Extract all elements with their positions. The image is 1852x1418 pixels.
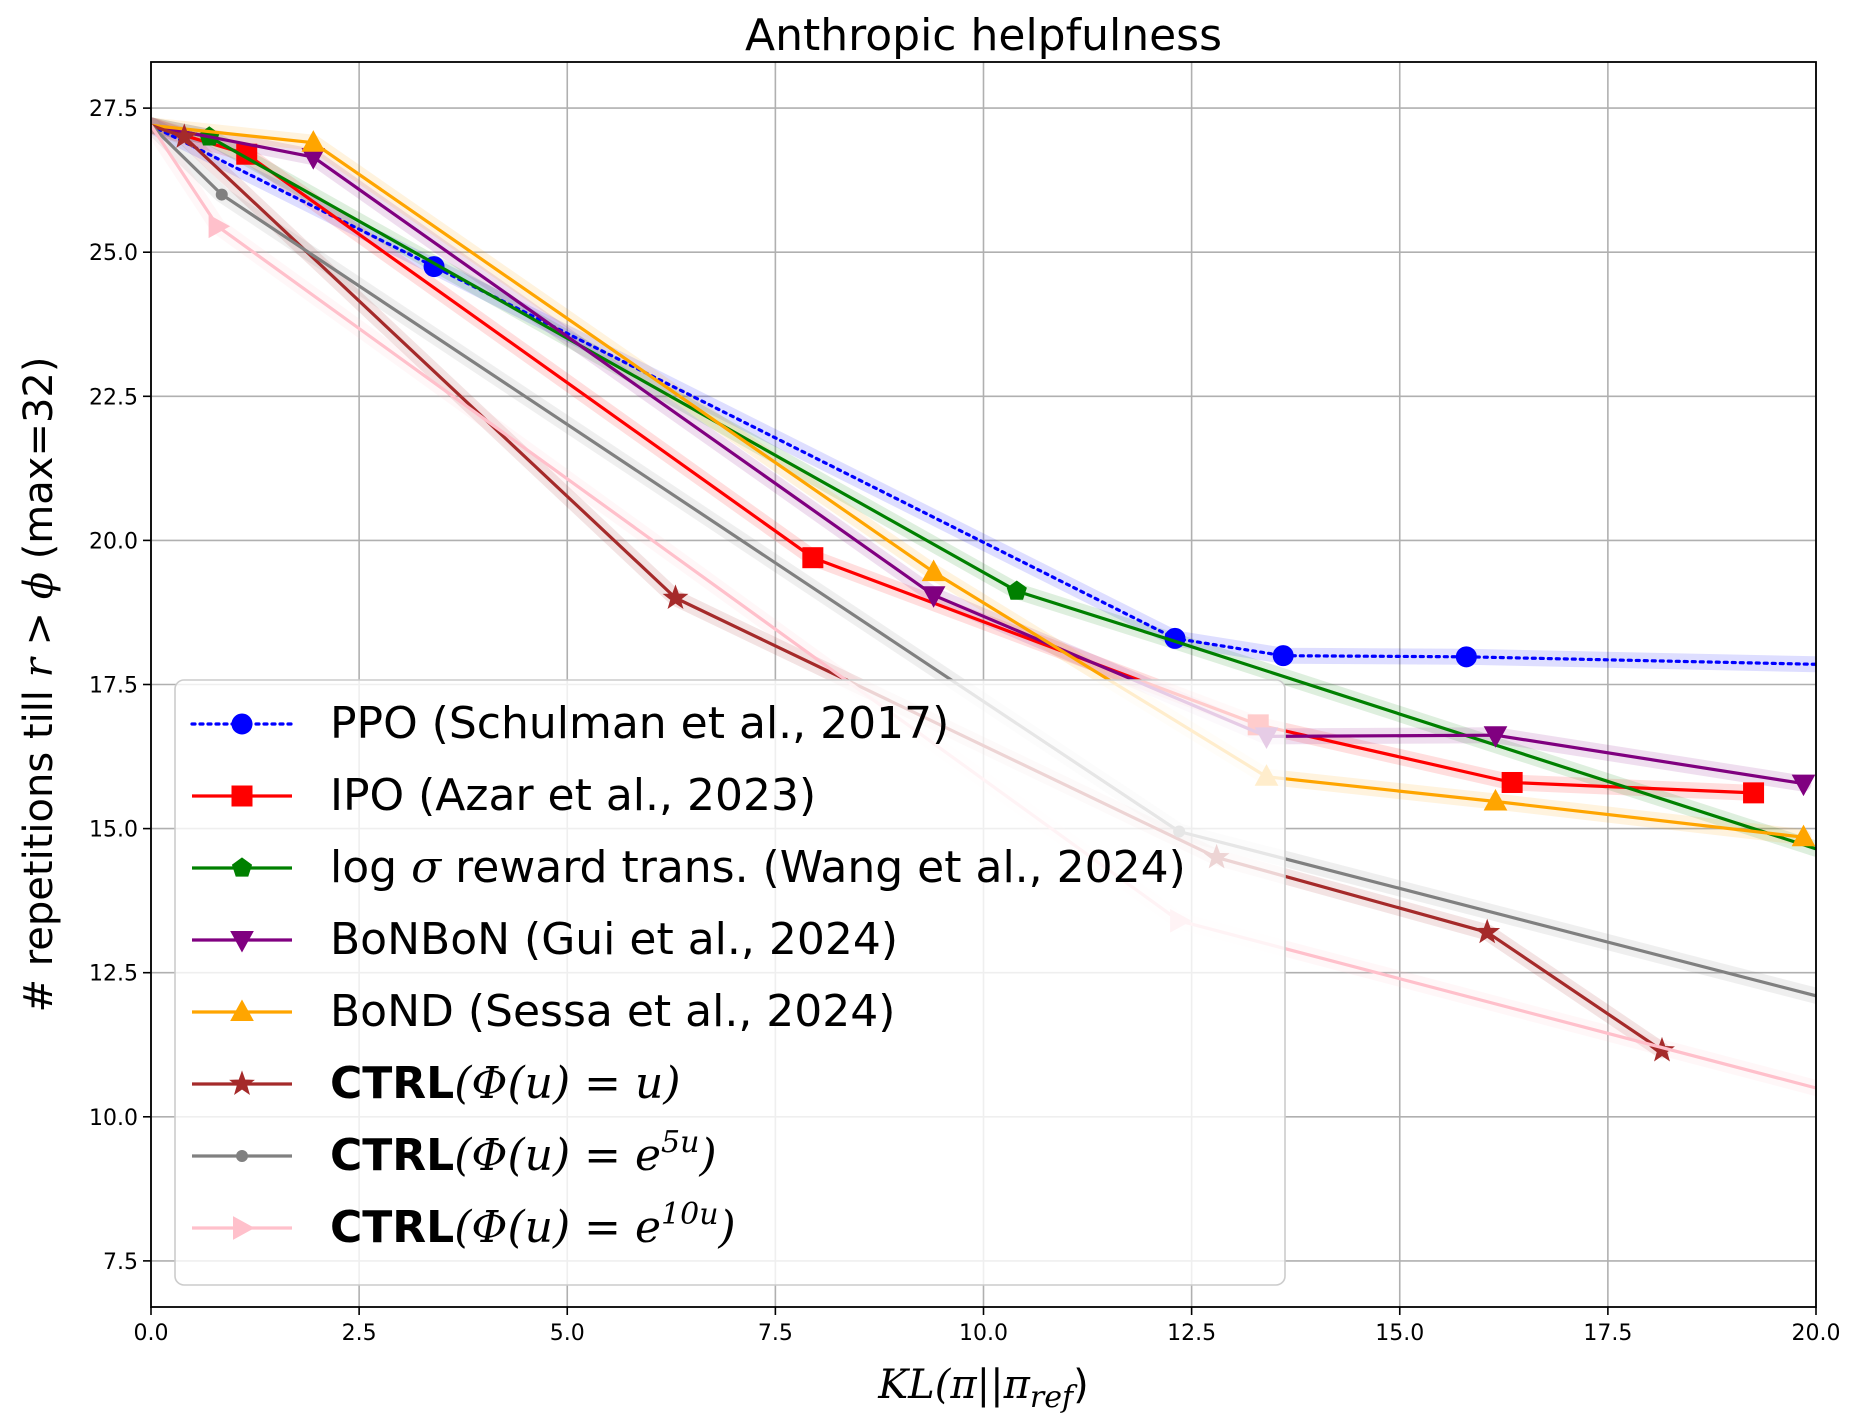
x-tick-label: 17.5 [1583,1321,1632,1346]
line-ctrl_e5u [151,124,1816,998]
ticks: 0.0 2.5 5.0 7.5 10.0 12.5 15.0 17.5 20.0 7.5 10.0 1… [89,97,1840,1346]
legend-handles [190,713,294,1240]
line-bond [151,123,1804,839]
legend-label-logsigma: log σ reward trans. (Wang et al., 2024) [330,842,1186,893]
x-axis-label-pi: (π||π [935,1362,1031,1408]
y-tick-label: 22.5 [89,385,138,410]
point-bond [1483,788,1508,811]
legend-ctrl-e5u-sup: 5u [661,1125,699,1160]
y-tick-label: 12.5 [89,962,138,987]
legend-label-ctrl-e5u: CTRL(Φ(u) = e5u) [330,1125,717,1181]
legend-ctrl-e5u-close: ) [698,1130,716,1181]
legend-marker-ctrl_e10u [233,1216,255,1240]
legend-logsigma-sigma: σ [411,842,443,893]
legend-logsigma-prefix: log [330,842,411,893]
point-bond [921,559,946,582]
point-ipo [1501,771,1523,793]
legend-marker-ipo [231,785,253,807]
point-ipo [802,547,824,569]
legend-box [174,679,1286,1286]
y-tick-label: 10.0 [89,1106,138,1131]
point-ctrl_u [171,123,198,148]
legend-label-ipo: IPO (Azar et al., 2023) [330,770,816,821]
legend-ctrl-e10u-sup: 10u [661,1197,719,1232]
legend-marker-ctrl_e5u [236,1150,248,1162]
legend-label-ctrl-u: CTRL(Φ(u) = u) [330,1058,681,1109]
legend-ctrl-e10u-math: (Φ(u) = e [454,1202,661,1253]
point-bonbon [921,586,946,608]
point-ctrl_u [662,584,689,609]
y-tick-label: 25.0 [89,241,138,266]
y-tick-label: 17.5 [89,674,138,699]
point-ppo [1455,646,1477,668]
legend-label-bond: BoND (Sessa et al., 2024) [330,986,895,1037]
y-tick-label: 20.0 [89,529,138,554]
point-bond [301,130,326,152]
x-tick-label: 15.0 [1375,1321,1424,1346]
point-logsigma [1006,580,1027,600]
legend-marker-ppo [231,713,253,735]
chart-title: Anthropic helpfulness [745,10,1222,61]
x-axis-label-close: ) [1073,1362,1089,1408]
legend-marker-ctrl_u [229,1070,255,1095]
legend-label-bonbon: BoNBoN (Gui et al., 2024) [330,914,898,965]
x-tick-label: 12.5 [1167,1321,1216,1346]
x-tick-label: 7.5 [758,1321,793,1346]
point-bonbon [1483,726,1508,748]
point-ppo [1272,645,1294,667]
x-axis-label-subscript: ref [1030,1380,1078,1415]
legend-label-ppo: PPO (Schulman et al., 2017) [330,698,949,749]
legend-marker-bond [230,999,254,1021]
point-ipo [1743,782,1765,804]
x-tick-label: 10.0 [959,1321,1008,1346]
y-tick-label: 7.5 [103,1250,138,1275]
y-axis-label: # repetitions till r > ϕ (max=32) [16,357,62,1013]
point-ctrl_u [1474,918,1501,944]
legend-ctrl-e10u-close: ) [718,1202,736,1253]
y-tick-label: 27.5 [89,97,138,122]
line-bonbon [151,123,1804,786]
legend-ctrl-u-math: (Φ(u) = u) [454,1058,680,1109]
y-axis-label-op: > [16,599,62,658]
legend: PPO (Schulman et al., 2017) IPO (Azar et… [174,679,1286,1286]
legend-logsigma-suffix: reward trans. (Wang et al., 2024) [441,842,1186,893]
y-axis-label-phi: ϕ [16,572,62,599]
point-bonbon [1791,774,1816,797]
x-axis-label: KL(π||πref) [877,1362,1088,1415]
point-ctrl_e5u [215,188,228,201]
point-bond [1791,824,1816,847]
x-tick-label: 5.0 [550,1321,585,1346]
legend-ctrl-e10u-bold: CTRL [330,1202,454,1253]
legend-ctrl-u-bold: CTRL [330,1058,454,1109]
legend-ctrl-e5u-bold: CTRL [330,1130,454,1181]
legend-label-ctrl-e10u: CTRL(Φ(u) = e10u) [330,1197,736,1253]
x-axis-label-kl: KL [877,1362,934,1408]
point-ctrl_e10u [208,214,231,239]
y-axis-label-suffix: (max=32) [16,357,62,573]
line-ppo [151,123,1816,666]
legend-marker-logsigma [231,857,253,877]
y-axis-label-r: r [16,655,62,677]
legend-marker-bonbon [230,931,254,953]
x-tick-label: 20.0 [1792,1321,1841,1346]
y-tick-label: 15.0 [89,818,138,843]
line-ctrl_e10u [151,124,1816,1090]
legend-ctrl-e5u-math: (Φ(u) = e [454,1130,661,1181]
x-tick-label: 0.0 [134,1321,169,1346]
y-axis-label-prefix: # repetitions till [16,677,62,1012]
x-tick-label: 2.5 [342,1321,377,1346]
